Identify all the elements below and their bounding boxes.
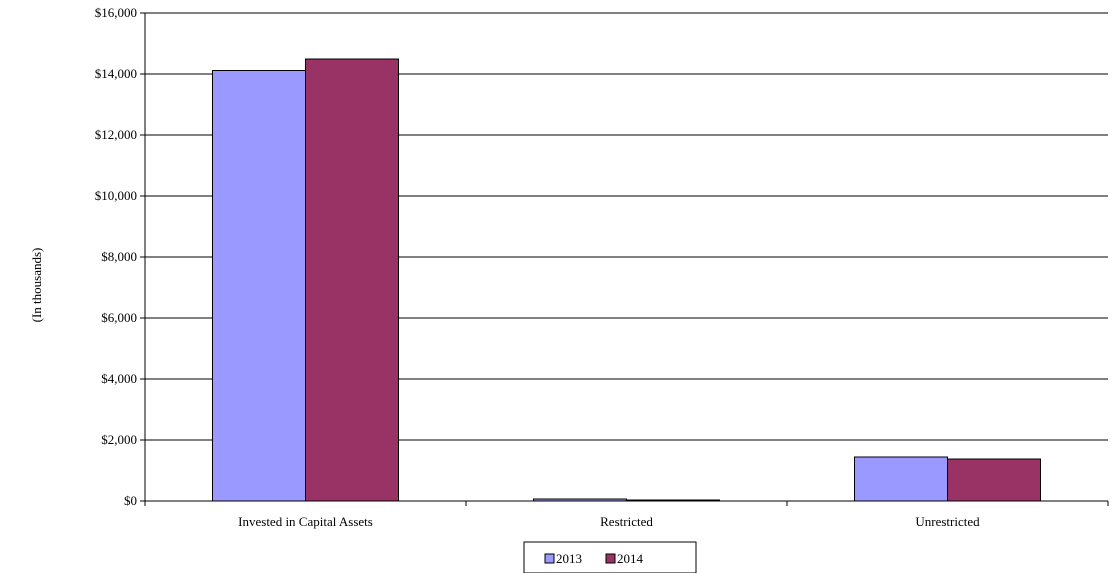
- legend: 2013 2014: [523, 541, 697, 573]
- bar-2014-unrestricted: [947, 458, 1041, 502]
- y-tick-label: $6,000: [101, 310, 137, 325]
- x-tick-label: Unrestricted: [915, 514, 980, 529]
- y-tick-label: $8,000: [101, 249, 137, 264]
- legend-swatch-2013: [544, 553, 555, 564]
- y-tick-label: $14,000: [95, 66, 137, 81]
- y-tick-label: $2,000: [101, 432, 137, 447]
- y-tick-label: $16,000: [95, 5, 137, 20]
- legend-label-2014: 2014: [617, 551, 644, 566]
- y-tick-label: $0: [124, 493, 137, 508]
- y-tick-label: $10,000: [95, 188, 137, 203]
- x-tick-labels: Invested in Capital Assets Restricted Unre…: [238, 514, 980, 529]
- y-tick-label: $4,000: [101, 371, 137, 386]
- legend-swatch-2014: [605, 553, 616, 564]
- bar-2013-invested-in-capital-assets: [212, 69, 306, 502]
- y-tick-labels: $0 $2,000 $4,000 $6,000 $8,000 $10,000 $12,000…: [95, 5, 137, 508]
- legend-label-2013: 2013: [556, 551, 582, 566]
- bar-2014-invested-in-capital-assets: [305, 58, 399, 502]
- y-axis-title: (In thousands): [29, 248, 44, 323]
- y-tick-label: $12,000: [95, 127, 137, 142]
- bars: [212, 58, 1041, 502]
- axes: [140, 12, 1109, 506]
- x-tick-label: Restricted: [600, 514, 653, 529]
- bar-2013-unrestricted: [854, 456, 948, 502]
- x-tick-label: Invested in Capital Assets: [238, 514, 373, 529]
